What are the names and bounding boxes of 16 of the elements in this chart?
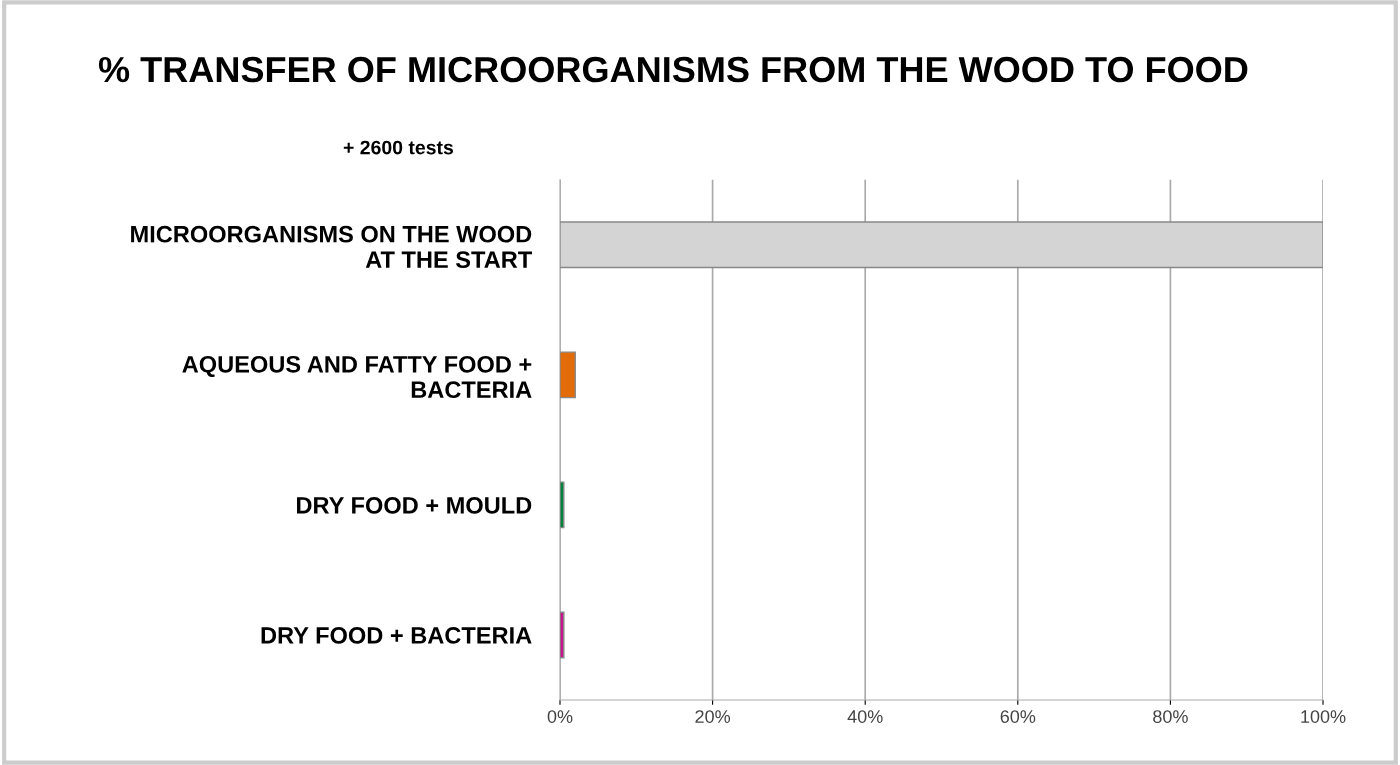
y-tick-label: MICROORGANISMS ON THE WOOD AT THE START (131, 225, 532, 269)
y-tick-label: DRY FOOD + MOULD (297, 496, 532, 514)
x-tick-label: 100% (1301, 710, 1346, 723)
x-tick-label: 60% (1000, 710, 1036, 723)
chart-title: % TRANSFER OF MICROORGANISMS FROM THE WOOD TO FOOD (98, 56, 1248, 83)
y-tick-label: AQUEOUS AND FATTY FOOD + BACTERIA (182, 355, 532, 399)
x-tick-label: 20% (695, 710, 731, 723)
bar (560, 221, 1323, 269)
x-tick-label: 40% (847, 710, 883, 723)
x-tick-label: 0% (547, 710, 573, 723)
bar (560, 611, 565, 659)
x-tick-label: 80% (1153, 710, 1188, 723)
y-tick-label: DRY FOOD + BACTERIA (261, 627, 532, 644)
text: + 2600 tests (343, 140, 454, 155)
bar (560, 351, 576, 399)
bar (560, 481, 565, 529)
